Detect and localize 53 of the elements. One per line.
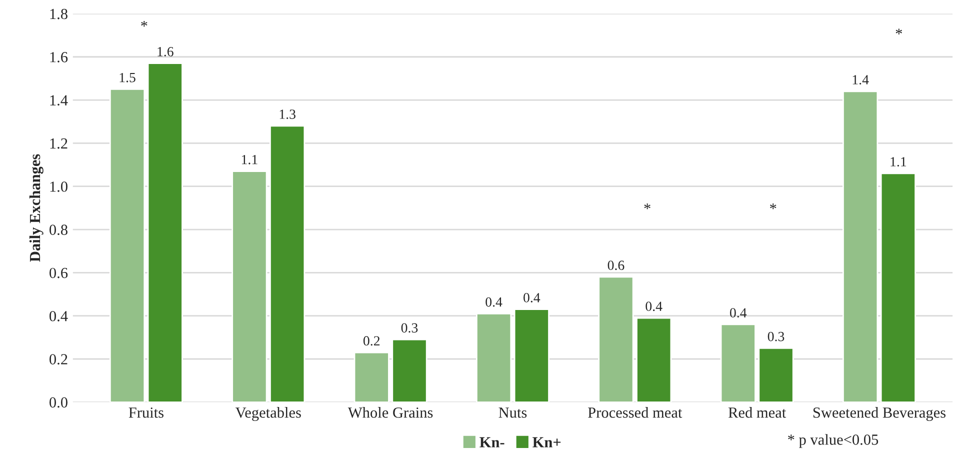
x-tick-label: Fruits <box>128 408 164 418</box>
y-tick-label: 0.8 <box>50 224 68 236</box>
legend-label: Kn- <box>480 437 504 448</box>
data-label: 0.4 <box>486 297 502 307</box>
bar <box>758 348 794 402</box>
bar <box>636 317 672 402</box>
bar <box>147 62 183 402</box>
annotation: * <box>770 204 776 210</box>
data-label: 0.3 <box>401 323 418 333</box>
annotation: * <box>141 20 148 27</box>
x-tick-label: Red meat <box>728 407 786 418</box>
bar <box>842 90 878 402</box>
text: * p value<0.05 <box>788 434 878 448</box>
bar <box>270 125 306 402</box>
bar <box>392 338 428 402</box>
bar <box>880 172 916 402</box>
data-label: 0.2 <box>363 336 380 346</box>
bar <box>514 308 550 402</box>
data-label: 0.4 <box>730 308 747 318</box>
data-label: 1.4 <box>852 75 869 84</box>
text: 0.0 <box>50 397 68 408</box>
annotation: * <box>644 204 650 210</box>
bar <box>720 324 756 402</box>
data-label: 1.3 <box>280 110 296 119</box>
y-tick-label: 1.8 <box>50 8 68 20</box>
data-label: 0.4 <box>646 302 662 312</box>
bar <box>476 312 512 402</box>
annotation: * <box>896 28 902 34</box>
y-axis-title: Daily Exchanges <box>29 154 44 262</box>
bar <box>232 170 268 402</box>
x-tick-label: Vegetables <box>235 407 301 421</box>
x-tick-label: Processed meat <box>588 407 682 418</box>
data-label: 0.6 <box>608 260 624 270</box>
data-label: 1.1 <box>242 154 258 164</box>
data-label: 1.6 <box>158 47 174 56</box>
data-label: 1.1 <box>890 157 906 166</box>
legend-label: Kn+ <box>532 437 561 448</box>
bar <box>598 276 634 402</box>
bar <box>354 352 390 402</box>
bar <box>109 88 146 402</box>
data-label: 0.3 <box>768 332 784 342</box>
data-label: 1.5 <box>120 72 136 82</box>
y-tick-label: 1.4 <box>50 95 68 106</box>
data-label: 0.4 <box>524 293 540 302</box>
y-tick-label: 1.2 <box>50 138 68 149</box>
x-tick-label: Sweetened Beverages <box>813 407 946 421</box>
y-tick-label: 1.6 <box>50 52 68 62</box>
y-tick-label: 0.6 <box>50 268 68 278</box>
x-tick-label: Nuts <box>498 408 527 418</box>
text: 1.0 <box>50 181 68 192</box>
y-tick-label: 0.2 <box>50 354 68 365</box>
x-tick-label: Whole Grains <box>348 407 433 418</box>
y-tick-label: 0.4 <box>50 310 68 322</box>
